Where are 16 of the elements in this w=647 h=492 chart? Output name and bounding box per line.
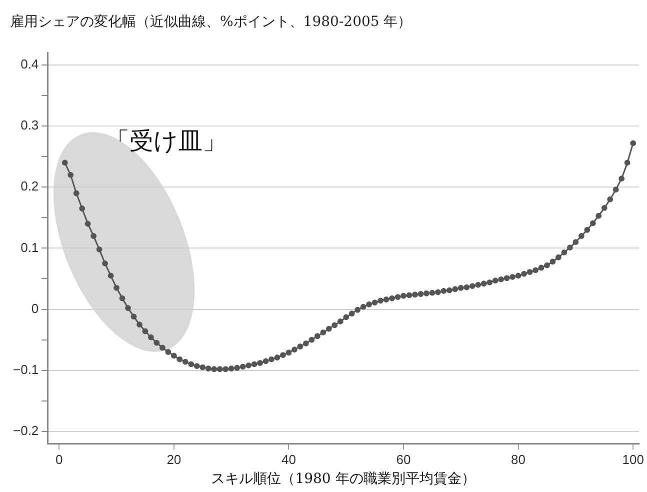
x-axis-title: スキル順位（1980 年の職業別平均賃金）: [211, 471, 476, 488]
x-tick-label: 60: [396, 452, 411, 467]
x-tick-label: 100: [622, 452, 644, 467]
x-tick-label: 20: [166, 452, 182, 467]
annotation: 「受け皿」: [106, 127, 227, 156]
y-tick-label: 0.2: [20, 178, 39, 194]
x-tick-label: 80: [511, 452, 526, 467]
y-tick-label: 0.1: [20, 240, 39, 255]
y-tick-label: −0.2: [12, 422, 39, 438]
y-tick-label: 0: [31, 300, 39, 316]
x-tick-label: 40: [281, 452, 296, 467]
y-tick-label: −0.1: [12, 362, 39, 377]
chart-title: 雇用シェアの変化幅（近似曲線、%ポイント、1980-2005 年）: [10, 14, 412, 30]
y-tick-label: 0.3: [20, 118, 39, 133]
y-tick-label: 0.4: [20, 56, 39, 72]
x-tick-label: 0: [56, 452, 63, 467]
